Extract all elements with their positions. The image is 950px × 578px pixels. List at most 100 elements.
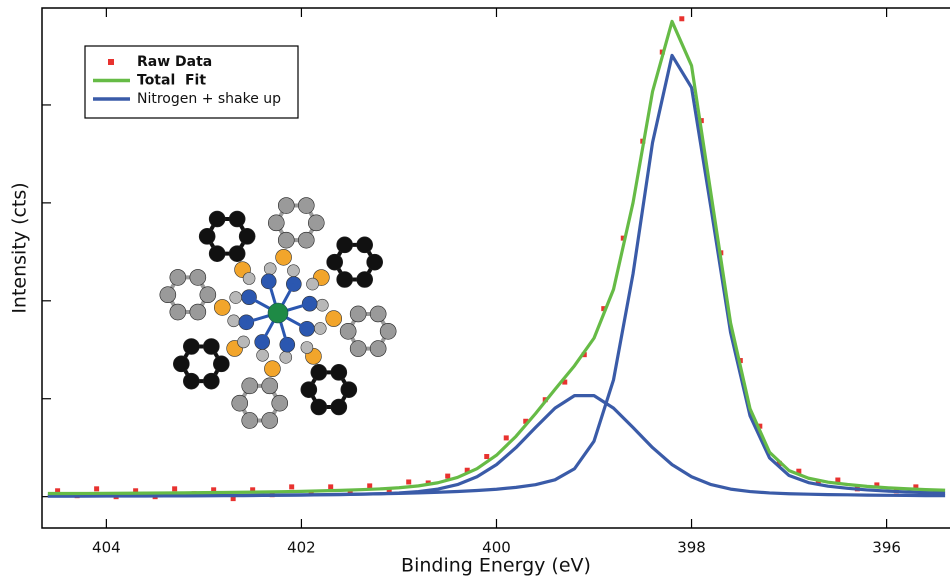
atom bbox=[213, 355, 230, 373]
data-point bbox=[679, 16, 685, 22]
atom bbox=[199, 286, 217, 304]
atom bbox=[310, 398, 328, 416]
atom bbox=[336, 236, 353, 254]
atom bbox=[330, 364, 348, 381]
atom bbox=[277, 231, 295, 249]
atom bbox=[208, 210, 226, 228]
atom bbox=[349, 305, 367, 323]
atom bbox=[340, 381, 358, 398]
data-point bbox=[94, 486, 100, 492]
atom bbox=[271, 394, 289, 412]
atom bbox=[369, 340, 387, 357]
atom bbox=[267, 214, 285, 232]
atom bbox=[275, 248, 292, 266]
atom bbox=[287, 264, 300, 278]
atom bbox=[326, 253, 343, 271]
atom bbox=[300, 381, 318, 398]
atom bbox=[227, 314, 240, 328]
x-tick-label: 400 bbox=[482, 539, 511, 557]
molecule-illustration bbox=[159, 197, 397, 429]
atom bbox=[300, 341, 314, 354]
atom bbox=[349, 340, 367, 357]
x-tick-label: 398 bbox=[677, 539, 706, 557]
data-point bbox=[523, 418, 529, 424]
atom bbox=[307, 214, 325, 232]
data-point bbox=[757, 423, 763, 429]
atom bbox=[277, 197, 295, 214]
atom bbox=[238, 228, 256, 245]
atom bbox=[183, 372, 200, 390]
data-point bbox=[406, 479, 412, 485]
atom bbox=[256, 348, 269, 362]
data-point bbox=[308, 490, 314, 496]
atom bbox=[325, 310, 343, 327]
data-point bbox=[796, 468, 802, 474]
data-point bbox=[328, 484, 334, 490]
data-point bbox=[620, 235, 626, 241]
plot-frame bbox=[41, 7, 950, 529]
atom bbox=[261, 412, 279, 429]
atom bbox=[208, 245, 226, 262]
data-point bbox=[835, 477, 841, 483]
atom bbox=[297, 231, 315, 249]
atom bbox=[169, 303, 187, 321]
legend-label: Raw Data bbox=[137, 54, 212, 70]
atom bbox=[313, 322, 327, 335]
data-point bbox=[601, 306, 607, 312]
data-point bbox=[250, 487, 256, 493]
atom bbox=[263, 262, 277, 275]
atom bbox=[316, 298, 329, 312]
data-point bbox=[55, 488, 61, 494]
atom bbox=[261, 377, 279, 395]
atom bbox=[173, 355, 190, 373]
x-tick-label: 402 bbox=[287, 539, 316, 557]
atom bbox=[228, 210, 246, 228]
atom bbox=[159, 286, 177, 304]
atom bbox=[379, 322, 397, 340]
atom bbox=[366, 253, 383, 271]
plot-area: 404 402 400 398 396 bbox=[42, 8, 946, 557]
legend: Raw Data Total Fit Nitrogen + shake up bbox=[93, 54, 281, 107]
legend-label: Nitrogen + shake up bbox=[137, 91, 281, 107]
atom bbox=[356, 236, 373, 254]
data-point bbox=[913, 484, 919, 490]
atom bbox=[242, 272, 256, 285]
atom bbox=[330, 398, 348, 416]
data-point bbox=[172, 486, 178, 492]
atom bbox=[369, 305, 387, 323]
legend-marker bbox=[108, 59, 114, 65]
data-point bbox=[133, 488, 139, 494]
data-point bbox=[445, 473, 451, 479]
atom bbox=[267, 302, 289, 324]
atom bbox=[241, 377, 259, 395]
data-point bbox=[211, 487, 217, 493]
atom bbox=[264, 360, 281, 378]
atom bbox=[183, 338, 200, 355]
atom bbox=[241, 412, 259, 429]
atom bbox=[189, 303, 207, 321]
fit-line bbox=[47, 19, 946, 496]
legend-label: Total Fit bbox=[137, 73, 206, 89]
x-tick-label: 396 bbox=[872, 539, 901, 557]
data-point bbox=[484, 454, 490, 460]
atom bbox=[237, 335, 250, 349]
atom bbox=[203, 338, 220, 355]
atom bbox=[229, 291, 243, 304]
x-axis-title: Binding Energy (eV) bbox=[401, 555, 591, 577]
atom bbox=[169, 269, 187, 286]
data-point bbox=[503, 435, 509, 441]
atom bbox=[336, 271, 353, 288]
atom bbox=[189, 269, 207, 286]
legend-box bbox=[84, 45, 299, 119]
atom bbox=[203, 372, 220, 390]
atom bbox=[339, 322, 357, 340]
atom bbox=[297, 197, 315, 214]
y-axis-title: Intensity (cts) bbox=[9, 182, 31, 313]
atom bbox=[198, 228, 216, 245]
atom bbox=[213, 299, 231, 316]
atom bbox=[306, 277, 319, 291]
atom bbox=[310, 364, 328, 381]
data-point bbox=[464, 467, 470, 473]
data-point bbox=[367, 483, 373, 489]
